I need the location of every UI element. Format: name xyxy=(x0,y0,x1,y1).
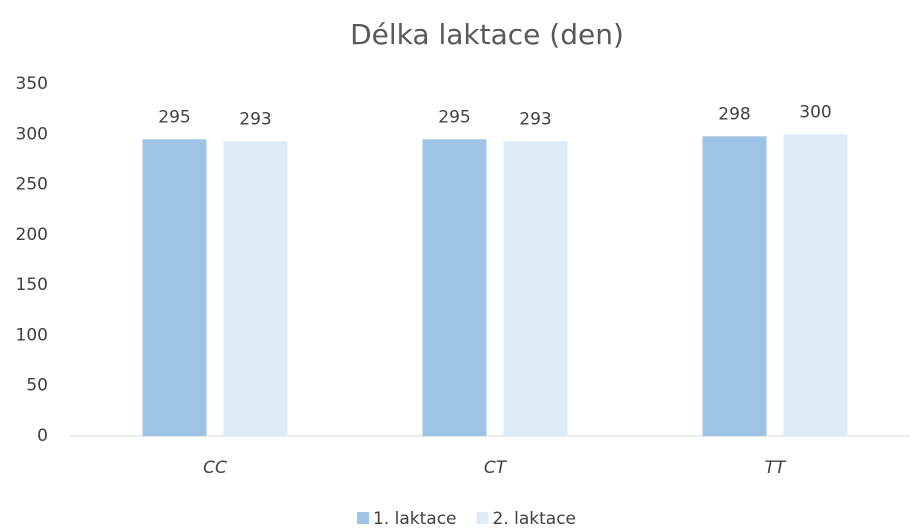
y-tick-label: 300 xyxy=(16,124,48,144)
data-label: 293 xyxy=(239,109,271,129)
legend-swatch xyxy=(476,512,489,524)
data-label: 300 xyxy=(799,102,831,122)
y-tick-label: 100 xyxy=(16,325,48,345)
x-tick-label: CC xyxy=(203,458,227,478)
bar xyxy=(702,136,767,436)
bar xyxy=(503,141,568,436)
y-tick-label: 0 xyxy=(37,426,48,446)
data-label: 295 xyxy=(438,107,470,127)
legend-label: 2. laktace xyxy=(493,509,577,528)
data-label: 293 xyxy=(519,109,551,129)
x-tick-label: CT xyxy=(484,458,508,478)
y-tick-label: 150 xyxy=(16,275,48,295)
y-tick-label: 350 xyxy=(16,74,48,94)
legend-swatch xyxy=(357,512,369,524)
bar xyxy=(223,141,288,436)
legend-label: 1. laktace xyxy=(373,509,457,528)
chart-title: Délka laktace (den) xyxy=(350,18,624,51)
data-label: 295 xyxy=(158,107,190,127)
x-tick-label: TT xyxy=(765,458,787,478)
y-tick-label: 200 xyxy=(16,225,48,245)
y-tick-label: 50 xyxy=(26,376,48,396)
bar xyxy=(142,139,207,437)
bar xyxy=(783,134,848,437)
y-tick-label: 250 xyxy=(16,175,48,195)
bar xyxy=(422,139,487,437)
data-label: 298 xyxy=(718,104,750,124)
